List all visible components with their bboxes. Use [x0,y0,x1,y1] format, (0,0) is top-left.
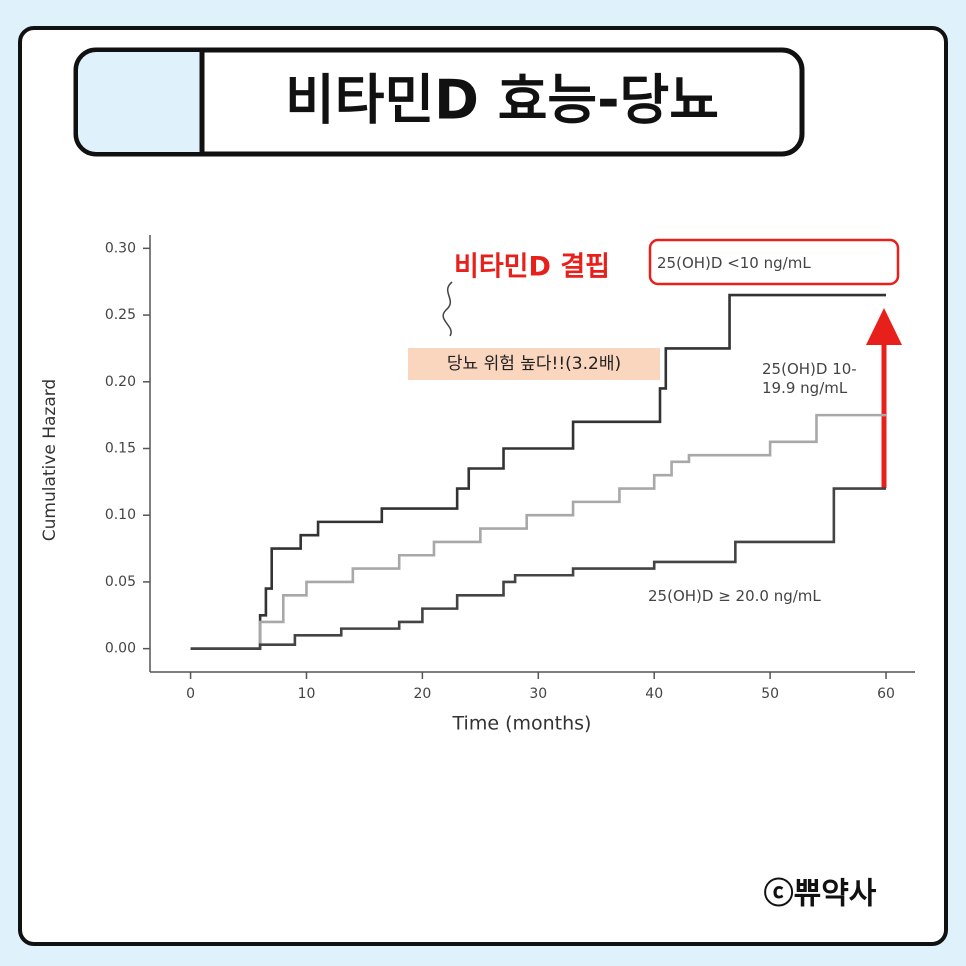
title: 비타민D 효능-당뇨 [285,69,719,132]
series-label: 25(OH)D ≥ 20.0 ng/mL [648,587,821,605]
y-tick-label: 0.20 [105,374,136,390]
highlight-box [648,238,900,286]
series-label: 25(OH)D <10 ng/mL [657,254,811,272]
step-line [190,293,887,650]
annotation: 비타민D 결핍 [454,252,610,283]
step-line [190,487,887,650]
title-box [73,47,805,157]
step-line [190,413,887,650]
x-tick-label: 60 [877,686,895,702]
annotation: 당뇨 위험 높다!!(3.2배) [447,354,621,374]
credit: ⓒ쀼약사 [764,877,877,912]
squiggle [442,281,453,337]
y-axis-label: Cumulative Hazard [40,379,60,541]
x-tick-label: 30 [529,686,547,702]
x-tick-label: 40 [645,686,663,702]
y-tick-label: 0.00 [105,641,136,657]
x-tick-label: 10 [298,686,316,702]
x-tick-label: 0 [186,686,195,702]
y-tick-label: 0.25 [105,307,136,323]
series-label: 25(OH)D 10-19.9 ng/mL [762,360,857,397]
title-accent [78,52,202,152]
note-bg [408,348,660,380]
x-tick-label: 50 [761,686,779,702]
y-tick-label: 0.15 [105,440,136,456]
x-axis-label: Time (months) [452,713,592,735]
x-tick-label: 20 [413,686,431,702]
arrow-head [866,308,902,345]
y-tick-label: 0.05 [105,574,136,590]
card [18,26,948,946]
y-tick-label: 0.30 [105,240,136,256]
y-tick-label: 0.10 [105,507,136,523]
